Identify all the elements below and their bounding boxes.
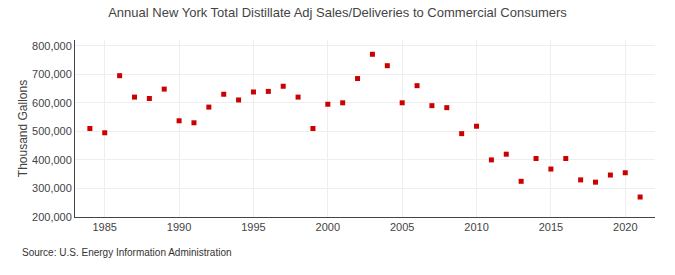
svg-text:800,000: 800,000	[32, 40, 72, 52]
svg-text:700,000: 700,000	[32, 68, 72, 80]
svg-text:Source: U.S. Energy Informatio: Source: U.S. Energy Information Administ…	[22, 247, 232, 258]
svg-text:2020: 2020	[613, 221, 637, 233]
svg-text:500,000: 500,000	[32, 125, 72, 137]
svg-text:2000: 2000	[316, 221, 340, 233]
svg-text:2015: 2015	[539, 221, 563, 233]
svg-text:2010: 2010	[464, 221, 488, 233]
svg-text:1995: 1995	[241, 221, 265, 233]
svg-text:1985: 1985	[92, 221, 116, 233]
svg-text:2005: 2005	[390, 221, 414, 233]
svg-text:600,000: 600,000	[32, 97, 72, 109]
svg-text:Thousand Gallons: Thousand Gallons	[16, 80, 30, 177]
svg-text:300,000: 300,000	[32, 182, 72, 194]
svg-text:Annual New York Total Distilla: Annual New York Total Distillate Adj Sal…	[108, 5, 567, 20]
svg-text:400,000: 400,000	[32, 154, 72, 166]
svg-text:200,000: 200,000	[32, 211, 72, 223]
svg-text:1990: 1990	[167, 221, 191, 233]
